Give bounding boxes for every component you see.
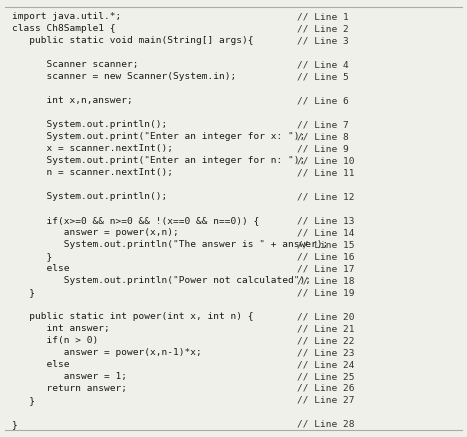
Text: // Line 1: // Line 1 bbox=[297, 12, 348, 21]
Text: // Line 27: // Line 27 bbox=[297, 396, 354, 405]
Text: else: else bbox=[12, 360, 69, 369]
Text: // Line 25: // Line 25 bbox=[297, 372, 354, 381]
Text: // Line 3: // Line 3 bbox=[297, 36, 348, 45]
Text: if(n > 0): if(n > 0) bbox=[12, 336, 98, 345]
Text: // Line 12: // Line 12 bbox=[297, 192, 354, 201]
Text: scanner = new Scanner(System.in);: scanner = new Scanner(System.in); bbox=[12, 73, 236, 81]
Text: // Line 5: // Line 5 bbox=[297, 73, 348, 81]
Text: // Line 2: // Line 2 bbox=[297, 24, 348, 33]
Text: // Line 18: // Line 18 bbox=[297, 276, 354, 285]
Text: answer = power(x,n-1)*x;: answer = power(x,n-1)*x; bbox=[12, 348, 201, 357]
Text: int answer;: int answer; bbox=[12, 324, 109, 333]
Text: // Line 15: // Line 15 bbox=[297, 240, 354, 249]
Text: n = scanner.nextInt();: n = scanner.nextInt(); bbox=[12, 168, 173, 177]
Text: // Line 28: // Line 28 bbox=[297, 420, 354, 429]
Text: // Line 23: // Line 23 bbox=[297, 348, 354, 357]
Text: public static void main(String[] args){: public static void main(String[] args){ bbox=[12, 36, 253, 45]
Text: return answer;: return answer; bbox=[12, 384, 127, 393]
Text: // Line 10: // Line 10 bbox=[297, 156, 354, 165]
Text: System.out.println("Power not calculated");: System.out.println("Power not calculated… bbox=[12, 276, 311, 285]
Text: // Line 13: // Line 13 bbox=[297, 216, 354, 225]
Text: // Line 9: // Line 9 bbox=[297, 144, 348, 153]
Text: // Line 8: // Line 8 bbox=[297, 132, 348, 141]
Text: // Line 20: // Line 20 bbox=[297, 312, 354, 321]
Text: System.out.println();: System.out.println(); bbox=[12, 192, 167, 201]
Text: // Line 24: // Line 24 bbox=[297, 360, 354, 369]
Text: }: } bbox=[12, 252, 52, 261]
Text: // Line 26: // Line 26 bbox=[297, 384, 354, 393]
Text: public static int power(int x, int n) {: public static int power(int x, int n) { bbox=[12, 312, 253, 321]
Text: if(x>=0 && n>=0 && !(x==0 && n==0)) {: if(x>=0 && n>=0 && !(x==0 && n==0)) { bbox=[12, 216, 259, 225]
Text: }: } bbox=[12, 420, 17, 429]
Text: // Line 11: // Line 11 bbox=[297, 168, 354, 177]
Text: x = scanner.nextInt();: x = scanner.nextInt(); bbox=[12, 144, 173, 153]
Text: System.out.println("The answer is " + answer);: System.out.println("The answer is " + an… bbox=[12, 240, 328, 249]
Text: Scanner scanner;: Scanner scanner; bbox=[12, 60, 138, 69]
Text: }: } bbox=[12, 288, 35, 297]
Text: import java.util.*;: import java.util.*; bbox=[12, 12, 121, 21]
Text: // Line 4: // Line 4 bbox=[297, 60, 348, 69]
Text: answer = power(x,n);: answer = power(x,n); bbox=[12, 228, 178, 237]
Text: // Line 16: // Line 16 bbox=[297, 252, 354, 261]
Text: System.out.print("Enter an integer for n: ");: System.out.print("Enter an integer for n… bbox=[12, 156, 305, 165]
Text: // Line 7: // Line 7 bbox=[297, 120, 348, 129]
Text: class Ch8Sample1 {: class Ch8Sample1 { bbox=[12, 24, 115, 33]
Text: // Line 19: // Line 19 bbox=[297, 288, 354, 297]
Text: int x,n,answer;: int x,n,answer; bbox=[12, 96, 133, 105]
Text: System.out.print("Enter an integer for x: ");: System.out.print("Enter an integer for x… bbox=[12, 132, 305, 141]
Text: // Line 6: // Line 6 bbox=[297, 96, 348, 105]
Text: // Line 17: // Line 17 bbox=[297, 264, 354, 273]
Text: // Line 22: // Line 22 bbox=[297, 336, 354, 345]
Text: // Line 21: // Line 21 bbox=[297, 324, 354, 333]
Text: }: } bbox=[12, 396, 35, 405]
Text: else: else bbox=[12, 264, 69, 273]
Text: answer = 1;: answer = 1; bbox=[12, 372, 127, 381]
Text: System.out.println();: System.out.println(); bbox=[12, 120, 167, 129]
Text: // Line 14: // Line 14 bbox=[297, 228, 354, 237]
